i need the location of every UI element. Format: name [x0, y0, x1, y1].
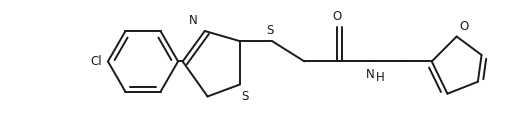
Text: O: O [459, 20, 468, 33]
Text: N: N [366, 68, 374, 81]
Text: N: N [188, 14, 198, 27]
Text: O: O [332, 10, 342, 23]
Text: S: S [242, 90, 249, 103]
Text: Cl: Cl [91, 55, 102, 68]
Text: H: H [376, 71, 385, 84]
Text: S: S [267, 23, 274, 37]
